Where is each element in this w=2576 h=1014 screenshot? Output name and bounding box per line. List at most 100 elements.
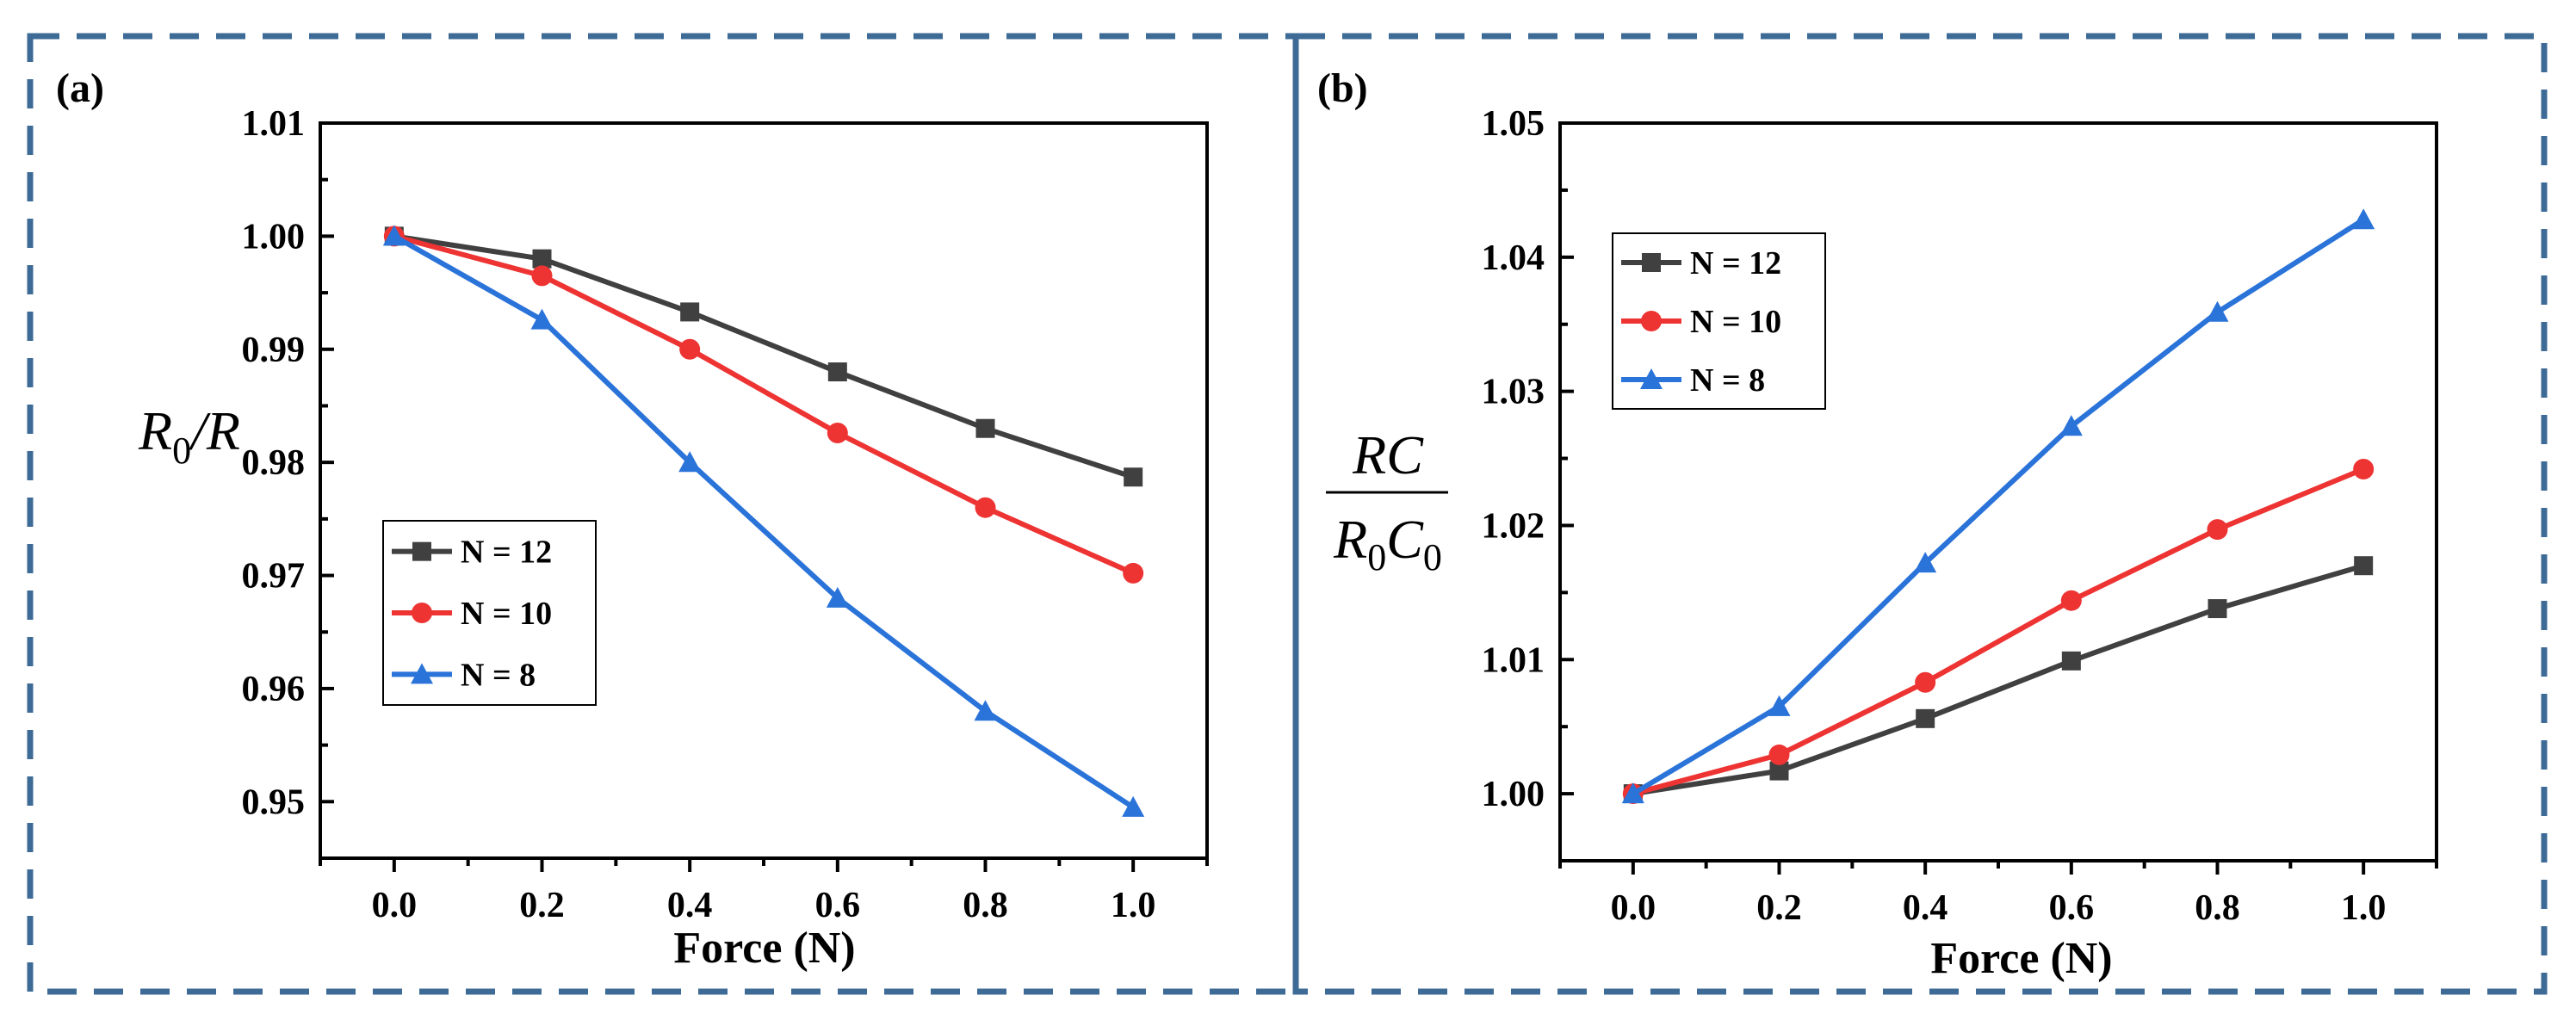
chart-a-series-line xyxy=(393,233,1135,810)
chart-b-xtick-label: 0.4 xyxy=(1903,888,1948,928)
chart-b-data-point xyxy=(2059,415,2083,436)
chart-b-xlabel: Force (N) xyxy=(1930,934,2112,983)
chart-a-xtick-label: 0.8 xyxy=(963,886,1008,925)
chart-b-xtick-label: 0.2 xyxy=(1756,888,1802,928)
chart-b-ytick-label: 1.01 xyxy=(1482,640,1545,680)
svg-text:R0/R: R0/R xyxy=(138,400,240,472)
chart-a-ytick-label: 0.97 xyxy=(242,557,306,597)
chart-b-data-point xyxy=(1915,671,1936,693)
chart-a-legend-marker xyxy=(411,663,433,684)
chart-b-legend-marker xyxy=(1642,253,1661,272)
chart-a-data-point xyxy=(826,586,849,608)
chart-a-ytick-label: 0.99 xyxy=(242,331,306,370)
chart-b-data-point xyxy=(2207,519,2228,541)
panel-b-frame xyxy=(1292,33,2548,995)
chart-b-data-point xyxy=(2352,208,2375,230)
chart-a-legend-marker xyxy=(412,603,432,623)
chart-b-data-point xyxy=(2206,300,2229,322)
chart-a-data-point xyxy=(827,362,847,382)
chart-a-data-point xyxy=(1124,467,1143,487)
chart-b-ytick-label: 1.04 xyxy=(1482,238,1545,278)
chart-a-series-2 xyxy=(383,226,1144,584)
chart-b-data-point xyxy=(1768,695,1791,716)
chart-b-data-point xyxy=(1768,744,1790,765)
chart-b-data-point xyxy=(1914,552,1937,573)
chart-b-ylabel-num: RC xyxy=(1352,424,1424,485)
chart-a: (a) R0/R Force (N) 0.95 0.96 0.97 0.98 0.99 1… xyxy=(56,65,1209,973)
chart-a-xtick-label: 0.4 xyxy=(667,886,713,925)
chart-a-ylabel: R0/R xyxy=(138,400,240,472)
chart-a-ytick-label: 0.95 xyxy=(242,782,306,822)
chart-b-ylabel-den-r: R xyxy=(1333,509,1367,570)
chart-a-ytick-label: 0.96 xyxy=(242,670,306,709)
chart-a-data-point xyxy=(1122,795,1145,817)
chart-a-data-point xyxy=(1123,562,1144,584)
chart-a-xtick-label: 0.0 xyxy=(372,886,418,925)
svg-text:R0C0: R0C0 xyxy=(1333,509,1442,578)
chart-a-series-line xyxy=(393,233,1135,480)
chart-b-legend-label: N = 8 xyxy=(1690,362,1765,399)
chart-b-series-2 xyxy=(1622,459,2375,805)
chart-a-legend-label: N = 12 xyxy=(461,535,552,571)
chart-a-data-point xyxy=(975,418,995,438)
chart-a-ylabel-main: R xyxy=(138,400,172,461)
chart-a-legend-marker xyxy=(412,541,431,561)
chart-a-legend-label: N = 8 xyxy=(461,657,536,693)
chart-b-data-point xyxy=(2354,556,2374,576)
chart-a-data-point xyxy=(530,308,554,330)
chart-b-ytick-label: 1.00 xyxy=(1482,775,1545,814)
chart-a-ytick-label: 1.00 xyxy=(242,217,306,257)
chart-a-xtick-label: 1.0 xyxy=(1111,886,1156,925)
chart-a-series-line xyxy=(393,233,1135,576)
chart-a-ylabel-sub: 0 xyxy=(172,430,191,472)
chart-a-legend: N = 12 N = 10 N = 8 xyxy=(382,520,597,706)
chart-b-ylabel-den-c: C xyxy=(1386,509,1424,570)
chart-b-data-point xyxy=(2060,590,2082,611)
chart-b-xtick-label: 0.6 xyxy=(2049,888,2095,928)
chart-b-ylabel: RC R0C0 xyxy=(1326,424,1448,578)
chart-b-xtick-label: 0.8 xyxy=(2195,888,2240,928)
chart-b-xtick-label: 1.0 xyxy=(2341,888,2387,928)
chart-b-data-point xyxy=(1916,708,1935,728)
chart-a-xtick-label: 0.2 xyxy=(519,886,565,925)
chart-b-series-line xyxy=(1632,563,2365,797)
chart-b-ytick-label: 1.03 xyxy=(1482,373,1545,412)
chart-b-legend-marker xyxy=(1640,368,1663,390)
chart-b-ytick-label: 1.02 xyxy=(1482,506,1545,546)
panel-a-frame xyxy=(27,33,1299,995)
panel-b-label: (b) xyxy=(1317,65,1368,111)
chart-a-plot: 0.95 0.96 0.97 0.98 0.99 1.00 1.01 0.0 0.2 0.4 0.6… xyxy=(242,104,1209,925)
chart-b-ylabel-den-sub2: 0 xyxy=(1423,536,1442,578)
chart-a-data-point xyxy=(827,422,848,443)
chart-a-ytick-label: 1.01 xyxy=(242,104,306,144)
chart-b-data-point xyxy=(1621,782,1644,804)
chart-b-data-point xyxy=(2353,459,2375,480)
chart-a-data-point xyxy=(382,225,406,246)
chart-b-legend: N = 12 N = 10 N = 8 xyxy=(1612,232,1826,410)
chart-a-ytick-label: 0.98 xyxy=(242,443,306,483)
chart-b-data-point xyxy=(1769,761,1789,781)
chart-a-legend-label: N = 10 xyxy=(461,596,552,632)
panel-a-label: (a) xyxy=(56,65,104,111)
chart-b-ylabel-den-sub1: 0 xyxy=(1367,536,1386,578)
chart-b-data-point xyxy=(2061,651,2081,671)
chart-a-xtick-label: 0.6 xyxy=(815,886,861,925)
chart-b-xtick-label: 0.0 xyxy=(1611,888,1656,928)
chart-b-series-line xyxy=(1632,217,2365,796)
chart-a-data-point xyxy=(678,451,702,473)
chart-a-data-point xyxy=(531,265,553,287)
chart-b-legend-label: N = 12 xyxy=(1690,245,1781,281)
chart-b-series-line xyxy=(1632,467,2365,796)
chart-b-series-3 xyxy=(1621,208,2375,804)
chart-b-data-point xyxy=(2208,599,2227,619)
chart-a-ylabel-rest: /R xyxy=(189,400,240,461)
chart-a-data-point xyxy=(974,700,997,721)
chart-a-data-point xyxy=(975,497,996,518)
chart-a-series-3 xyxy=(382,225,1145,817)
chart-a-data-point xyxy=(680,302,700,322)
chart-b-legend-label: N = 10 xyxy=(1690,304,1781,340)
chart-a-xlabel: Force (N) xyxy=(673,924,855,973)
chart-b: (b) RC R0C0 Force (N) 1.001.011.021.031.… xyxy=(1317,65,2438,983)
chart-a-axes-frame xyxy=(319,121,1209,860)
